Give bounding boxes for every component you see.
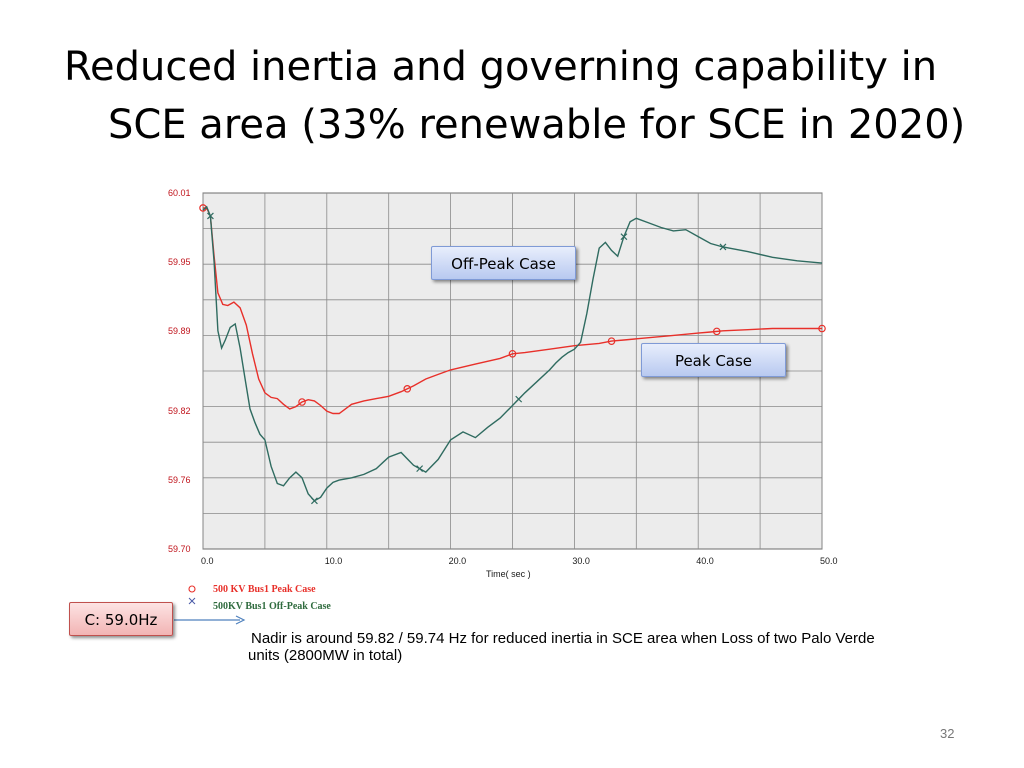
peak-case-marker <box>298 398 306 406</box>
x-tick-label: 30.0 <box>572 556 590 566</box>
y-tick-label: 60.01 <box>168 188 191 198</box>
off-peak-case-marker <box>207 212 214 220</box>
off-peak-case-marker <box>416 465 424 473</box>
series-layer <box>199 204 826 505</box>
title-line-2: SCE area (33% renewable for SCE in 2020) <box>108 102 966 148</box>
peak-callout: Peak Case <box>641 343 786 377</box>
peak-case-line <box>203 207 822 415</box>
x-tick-label: 0.0 <box>201 556 214 566</box>
y-tick-label: 59.95 <box>168 257 191 267</box>
peak-case-marker <box>508 349 517 358</box>
off-peak-callout: Off-Peak Case <box>431 246 576 280</box>
off-peak-case-marker <box>515 395 523 403</box>
x-tick-label: 40.0 <box>696 556 714 566</box>
legend-peak-label: 500 KV Bus1 Peak Case <box>213 584 316 595</box>
y-tick-label: 59.76 <box>168 475 191 485</box>
c-frequency-callout: C: 59.0Hz <box>69 602 173 636</box>
x-tick-label: 10.0 <box>325 556 343 566</box>
legend: 500 KV Bus1 Peak Case 500KV Bus1 Off-Peak… <box>188 584 331 612</box>
x-tick-label: 20.0 <box>449 556 467 566</box>
legend-off-peak-marker <box>188 597 196 605</box>
y-tick-label: 59.82 <box>168 406 191 416</box>
arrow-head <box>235 615 246 625</box>
off-peak-case-marker <box>620 233 628 241</box>
x-axis-label: Time( sec ) <box>486 569 531 579</box>
legend-peak-marker <box>188 585 196 593</box>
peak-case-marker <box>818 324 826 333</box>
off-peak-case-line <box>202 205 823 502</box>
slide-title: Reduced inertia and governing capability… <box>64 38 984 154</box>
x-tick-label: 50.0 <box>820 556 838 566</box>
y-tick-labels: 59.70 59.76 59.82 59.89 59.95 60.01 <box>168 188 191 554</box>
peak-case-marker <box>607 337 616 345</box>
x-tick-labels: 0.0 10.0 20.0 30.0 40.0 50.0 <box>201 556 838 566</box>
title-line-1: Reduced inertia and governing capability… <box>64 44 938 90</box>
peak-case-marker <box>712 327 721 336</box>
c-arrow <box>174 615 246 625</box>
nadir-note: Nadir is around 59.82 / 59.74 Hz for red… <box>248 630 875 664</box>
y-tick-label: 59.89 <box>168 326 191 336</box>
legend-off-peak-label: 500KV Bus1 Off-Peak Case <box>213 601 331 612</box>
peak-case-marker <box>403 384 412 393</box>
off-peak-case-marker <box>310 497 318 505</box>
off-peak-case-marker <box>719 243 727 251</box>
page-number: 32 <box>940 726 955 741</box>
y-tick-label: 59.70 <box>168 544 191 554</box>
